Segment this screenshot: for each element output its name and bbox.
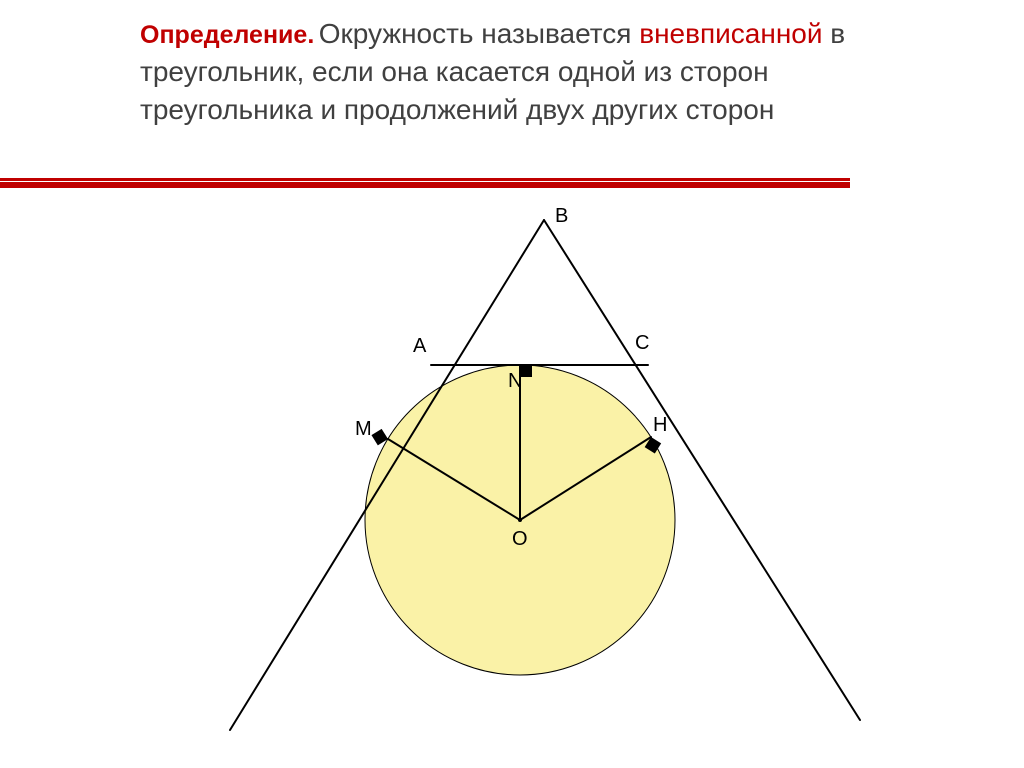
divider-rule — [0, 178, 850, 188]
definition-label: Определение. — [140, 21, 314, 49]
point-label-B: B — [555, 205, 568, 228]
divider-thin — [0, 178, 850, 181]
divider-thick — [0, 182, 850, 188]
point-label-N: N — [508, 370, 522, 393]
point-label-A: A — [413, 335, 426, 358]
point-label-O: O — [512, 528, 528, 551]
geometry-diagram: B A C N M H O — [0, 190, 1024, 750]
point-label-M: M — [355, 418, 372, 441]
definition-highlight: вневписанной — [639, 18, 822, 49]
point-label-C: C — [635, 332, 649, 355]
definition-block: Определение. Окружность называется вневп… — [140, 15, 890, 128]
point-label-H: H — [653, 414, 667, 437]
diagram-svg — [0, 190, 1024, 750]
definition-prefix: Окружность называется — [319, 18, 639, 49]
